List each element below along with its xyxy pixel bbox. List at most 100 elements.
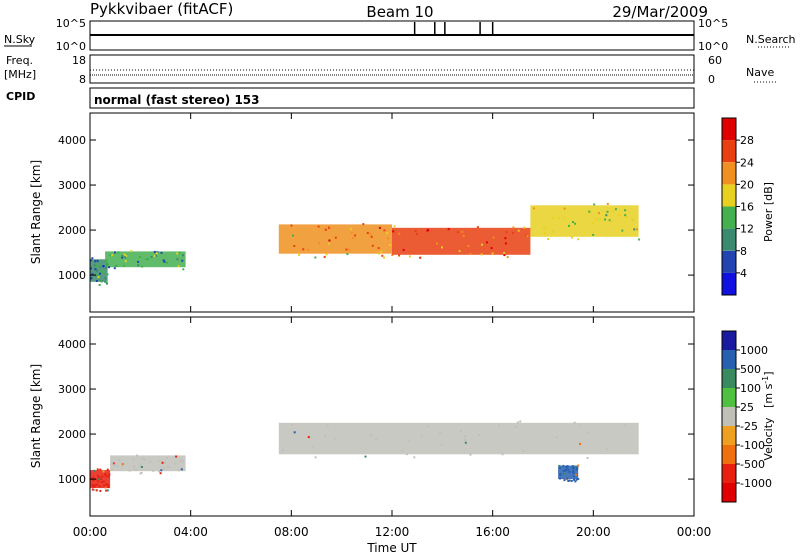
power-speckle bbox=[348, 248, 351, 251]
velocity-speckle bbox=[314, 456, 317, 459]
velocity-speckle bbox=[565, 468, 568, 471]
power-speckle bbox=[386, 237, 389, 240]
velocity-speckle bbox=[558, 467, 561, 470]
velocity-region bbox=[278, 422, 639, 455]
power-speckle bbox=[547, 238, 550, 240]
velocity-speckle bbox=[163, 467, 166, 470]
power-speckle bbox=[458, 250, 461, 253]
power-speckle bbox=[334, 236, 337, 239]
power-speckle bbox=[182, 268, 185, 271]
power-data bbox=[90, 202, 641, 286]
power-speckle bbox=[389, 244, 392, 247]
power-speckle bbox=[104, 277, 107, 280]
velocity-speckle bbox=[97, 480, 100, 483]
power-speckle bbox=[414, 230, 417, 233]
velocity-speckle bbox=[133, 465, 136, 468]
velocity-ytick-label: 1000 bbox=[58, 473, 86, 486]
power-speckle bbox=[415, 233, 418, 235]
velocity-speckle bbox=[95, 489, 98, 492]
velocity-speckle bbox=[562, 470, 565, 472]
power-speckle bbox=[609, 220, 612, 223]
velocity-yaxis: 1000 2000 3000 4000 bbox=[58, 338, 694, 486]
velocity-ytick-label: 3000 bbox=[58, 383, 86, 396]
velocity-speckle bbox=[112, 462, 115, 465]
power-speckle bbox=[307, 248, 310, 251]
power-speckle bbox=[117, 251, 120, 254]
velocity-speckle bbox=[572, 470, 575, 473]
power-speckle bbox=[314, 256, 317, 259]
velocity-colorbar-unit-exp: -1 bbox=[761, 376, 770, 384]
power-speckle bbox=[511, 231, 514, 234]
velocity-speckle bbox=[516, 421, 519, 424]
velocity-speckle bbox=[93, 489, 96, 491]
velocity-colorbar-segment bbox=[722, 445, 736, 464]
velocity-speckle bbox=[282, 449, 284, 452]
power-speckle bbox=[93, 264, 96, 267]
velocity-speckle bbox=[111, 462, 114, 465]
power-speckle bbox=[346, 253, 349, 256]
power-speckle bbox=[369, 233, 372, 236]
power-speckle bbox=[378, 226, 381, 229]
power-speckle bbox=[595, 218, 598, 221]
velocity-speckle bbox=[121, 465, 124, 468]
velocity-speckle bbox=[104, 486, 107, 489]
velocity-speckle bbox=[152, 469, 155, 472]
power-speckle bbox=[505, 231, 508, 234]
power-speckle bbox=[461, 230, 464, 233]
freq-tick-bottom: 8 bbox=[79, 73, 86, 86]
velocity-colorbar-tick-label: 1000 bbox=[740, 344, 768, 357]
power-speckle bbox=[504, 237, 507, 240]
power-speckle bbox=[436, 242, 438, 245]
power-speckle bbox=[327, 242, 330, 245]
velocity-speckle bbox=[574, 480, 577, 483]
velocity-speckle bbox=[105, 489, 108, 492]
velocity-colorbar-label: Velocity [m s-1] bbox=[761, 371, 775, 460]
velocity-speckle bbox=[405, 453, 408, 456]
date-label: 29/Mar/2009 bbox=[612, 3, 708, 21]
power-speckle bbox=[94, 268, 97, 271]
velocity-speckle bbox=[573, 475, 575, 478]
power-speckle bbox=[345, 248, 348, 251]
power-speckle bbox=[552, 217, 554, 219]
power-speckle bbox=[636, 228, 639, 231]
velocity-speckle bbox=[562, 464, 565, 467]
power-speckle bbox=[551, 230, 554, 233]
power-speckle bbox=[102, 271, 104, 274]
velocity-speckle bbox=[114, 464, 117, 467]
power-speckle bbox=[123, 264, 125, 267]
velocity-speckle bbox=[181, 459, 183, 462]
power-speckle bbox=[107, 263, 110, 266]
velocity-colorbar-tick-label: -1000 bbox=[740, 477, 772, 490]
power-speckle bbox=[121, 256, 124, 259]
power-speckle bbox=[91, 273, 94, 276]
power-speckle bbox=[456, 231, 459, 234]
power-speckle bbox=[90, 267, 92, 270]
power-speckle bbox=[323, 255, 326, 258]
power-colorbar-tick-label: 4 bbox=[740, 267, 747, 280]
velocity-speckle bbox=[407, 439, 410, 442]
power-speckle bbox=[391, 254, 394, 256]
velocity-speckle bbox=[141, 457, 144, 460]
power-speckle bbox=[614, 208, 617, 211]
power-speckle bbox=[485, 241, 488, 244]
velocity-speckle bbox=[469, 453, 472, 456]
power-speckle bbox=[163, 260, 166, 263]
velocity-speckle bbox=[463, 438, 466, 441]
power-colorbar-tick-label: 28 bbox=[740, 134, 754, 147]
power-colorbar-segment bbox=[722, 206, 736, 229]
velocity-speckle bbox=[110, 468, 113, 471]
power-speckle bbox=[96, 259, 99, 262]
power-speckle bbox=[563, 216, 566, 219]
x-tick-label: 12:00 bbox=[375, 525, 410, 539]
power-speckle bbox=[350, 228, 352, 231]
velocity-ytick-label: 2000 bbox=[58, 428, 86, 441]
velocity-speckle bbox=[307, 436, 310, 439]
power-speckle bbox=[123, 253, 126, 256]
power-ytick-label: 2000 bbox=[58, 224, 86, 237]
velocity-speckle bbox=[102, 470, 105, 473]
velocity-speckle bbox=[159, 472, 162, 475]
nsearch-tick-top: 10^5 bbox=[698, 17, 728, 30]
power-speckle bbox=[604, 218, 606, 221]
velocity-speckle bbox=[579, 442, 581, 445]
velocity-speckle bbox=[522, 449, 525, 452]
